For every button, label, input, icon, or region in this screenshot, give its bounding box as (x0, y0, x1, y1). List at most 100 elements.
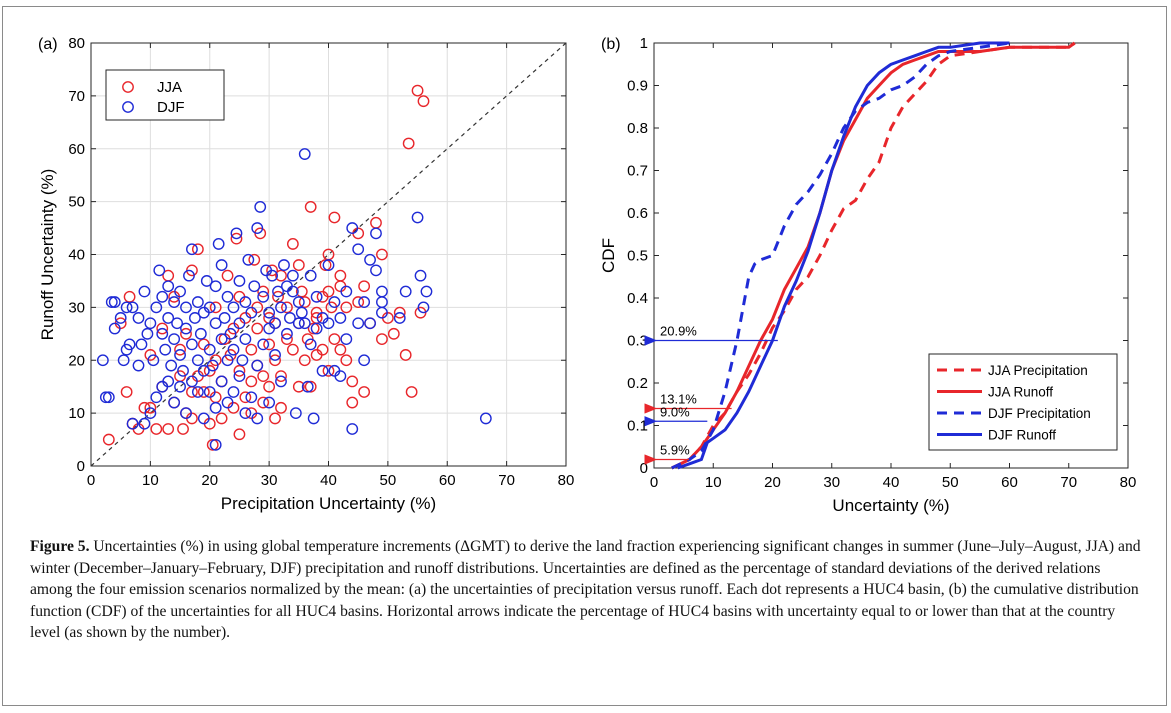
data-point (159, 343, 172, 356)
figure-canvas: 0 10 20 30 40 50 60 70 8001020304050607080Precip… (38, 35, 1137, 515)
data-point (286, 238, 299, 250)
data-point (251, 322, 264, 335)
data-point (215, 259, 228, 271)
data-point (180, 301, 192, 314)
data-point (174, 343, 186, 356)
y-tick-label: 1 (640, 35, 648, 52)
data-point (251, 222, 264, 234)
y-tick-label: 60 (68, 141, 85, 158)
data-point (376, 285, 388, 298)
data-point (346, 396, 359, 409)
data-point (191, 354, 204, 367)
data-point (269, 412, 281, 425)
data-point (286, 343, 299, 356)
data-point (292, 380, 305, 393)
data-point (352, 317, 365, 330)
data-point (257, 396, 270, 409)
x-tick-label: 80 (1120, 474, 1137, 491)
x-tick-label: 20 (201, 472, 218, 489)
data-point (212, 238, 225, 250)
legend-label: JJA Runoff (988, 385, 1053, 400)
data-point (206, 359, 219, 372)
data-point (203, 343, 216, 356)
data-point (257, 290, 270, 303)
data-point (275, 401, 287, 414)
data-point (132, 312, 145, 324)
data-point (301, 380, 314, 393)
data-point (289, 407, 302, 420)
data-point (292, 317, 305, 330)
data-point (102, 391, 115, 404)
data-point (319, 259, 332, 271)
data-point (272, 290, 284, 303)
data-point (263, 396, 276, 409)
data-point (286, 285, 299, 298)
threshold-label: 20.9% (660, 324, 697, 339)
data-point (304, 338, 317, 351)
data-point (174, 285, 186, 298)
data-point (251, 359, 264, 372)
data-point (174, 349, 186, 361)
data-point (248, 280, 261, 293)
data-point (197, 364, 210, 377)
data-point (227, 386, 240, 398)
data-point (209, 280, 222, 293)
data-point (269, 349, 281, 361)
data-point (245, 391, 258, 404)
data-point (263, 380, 276, 393)
data-point (227, 301, 240, 314)
data-point (316, 343, 329, 356)
data-point (328, 211, 341, 224)
data-point (263, 338, 276, 351)
data-point (141, 327, 154, 340)
data-point (275, 269, 287, 282)
x-tick-label: 10 (705, 474, 722, 491)
data-point (144, 407, 157, 420)
x-tick-label: 0 (87, 472, 95, 489)
data-point (224, 327, 237, 340)
data-point (215, 375, 228, 388)
data-point (328, 333, 341, 345)
data-point (209, 301, 222, 314)
y-tick-label: 0.1 (627, 418, 648, 435)
legend-label: DJF Precipitation (988, 406, 1091, 421)
data-point (105, 296, 118, 308)
data-point (120, 386, 133, 398)
data-point (322, 317, 335, 330)
data-point (298, 354, 311, 367)
y-tick-label: 0.5 (627, 248, 648, 265)
x-axis-label: Uncertainty (%) (832, 496, 949, 515)
x-tick-label: 20 (764, 474, 781, 491)
data-point (322, 285, 335, 298)
y-tick-label: 20 (68, 352, 85, 369)
data-point (370, 264, 382, 277)
x-tick-label: 60 (1001, 474, 1018, 491)
data-point (150, 391, 163, 404)
data-point (162, 312, 175, 324)
data-point (286, 269, 299, 282)
data-point (197, 386, 210, 398)
data-point (281, 333, 293, 345)
data-point (114, 312, 127, 324)
panel-label: (b) (601, 36, 621, 53)
data-point (123, 290, 136, 303)
data-point (221, 290, 234, 303)
data-point (206, 438, 219, 451)
data-point (245, 343, 258, 356)
data-point (334, 370, 347, 383)
y-tick-label: 30 (68, 299, 85, 316)
data-point (168, 333, 181, 345)
data-point (162, 375, 175, 388)
data-point (393, 306, 406, 319)
data-point (117, 354, 130, 367)
data-point (200, 275, 213, 287)
data-point (411, 211, 424, 224)
data-point (227, 343, 240, 356)
y-tick-label: 0.4 (627, 290, 648, 307)
data-point (135, 338, 148, 351)
data-point (150, 301, 163, 314)
data-point (186, 243, 198, 256)
data-point (292, 259, 305, 271)
y-tick-label: 0.3 (627, 333, 648, 350)
data-point (340, 301, 353, 314)
